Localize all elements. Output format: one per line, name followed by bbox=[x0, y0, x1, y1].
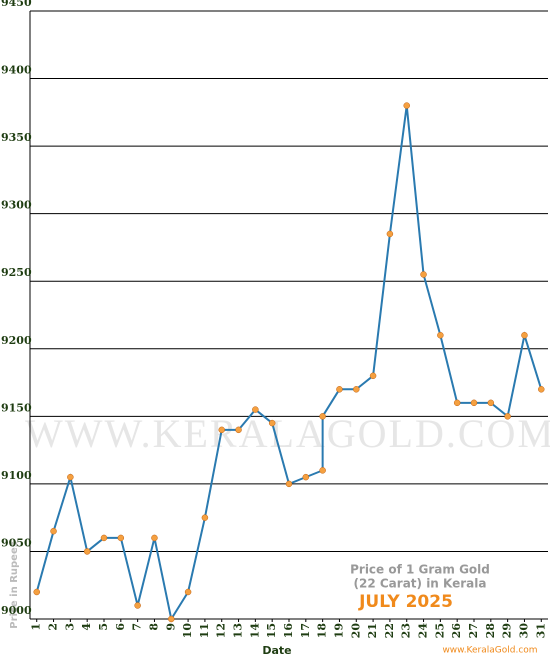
point bbox=[538, 386, 545, 393]
x-tick-label: 24 bbox=[417, 623, 430, 639]
point bbox=[67, 473, 74, 481]
y-axis-label: Price in Rupees bbox=[9, 541, 20, 628]
x-tick-label: 5 bbox=[97, 623, 110, 631]
point bbox=[369, 372, 377, 380]
x-tick-label: 18 bbox=[316, 623, 329, 639]
point bbox=[100, 534, 108, 542]
point bbox=[285, 480, 293, 488]
annotation: Price of 1 Gram Gold bbox=[350, 563, 490, 577]
point bbox=[184, 588, 192, 596]
point bbox=[151, 534, 158, 542]
point bbox=[168, 615, 175, 623]
annotation: (22 Carat) in Kerala bbox=[354, 577, 487, 591]
y-tick-label: 9300 bbox=[1, 199, 32, 212]
point bbox=[33, 588, 40, 596]
x-tick-label: 6 bbox=[114, 623, 127, 631]
x-tick-label: 14 bbox=[248, 623, 261, 639]
source: www.KeralaGold.com bbox=[442, 646, 537, 656]
y-tick-label: 9000 bbox=[1, 604, 32, 617]
x-tick-label: 21 bbox=[366, 623, 379, 638]
x-tick-label: 1 bbox=[30, 623, 43, 631]
point bbox=[134, 602, 141, 609]
point bbox=[268, 419, 276, 427]
y-tick-label: 9350 bbox=[1, 131, 32, 144]
y-tick-label: 9200 bbox=[1, 334, 32, 347]
x-tick-label: 16 bbox=[282, 623, 295, 639]
x-tick-label: 30 bbox=[517, 623, 530, 639]
y-tick-label: 9250 bbox=[1, 266, 32, 279]
x-tick-label: 13 bbox=[232, 623, 245, 638]
x-axis-label: Date bbox=[262, 644, 291, 657]
point bbox=[50, 527, 57, 535]
point bbox=[420, 271, 427, 278]
x-tick-label: 17 bbox=[299, 623, 312, 638]
annotation: JULY 2025 bbox=[358, 592, 453, 612]
y-tick-label: 9150 bbox=[1, 401, 32, 414]
y-tick-label: 9450 bbox=[1, 0, 32, 9]
point bbox=[117, 534, 125, 542]
point bbox=[353, 386, 360, 393]
point bbox=[235, 426, 242, 434]
x-tick-label: 15 bbox=[265, 623, 278, 638]
point bbox=[386, 230, 394, 238]
point bbox=[302, 473, 310, 481]
x-tick-label: 9 bbox=[164, 623, 177, 631]
point bbox=[201, 514, 209, 521]
x-tick-label: 12 bbox=[215, 623, 228, 638]
point bbox=[252, 406, 259, 413]
x-tick-label: 20 bbox=[349, 623, 362, 639]
point bbox=[437, 332, 444, 339]
x-tick-label: 22 bbox=[383, 623, 396, 638]
line bbox=[35, 105, 543, 622]
point bbox=[504, 413, 511, 420]
point bbox=[403, 102, 410, 109]
x-tick-label: 10 bbox=[181, 623, 194, 639]
x-tick-label: 25 bbox=[433, 623, 446, 638]
y-tick-label: 9050 bbox=[1, 536, 32, 549]
x-tick-label: 19 bbox=[332, 623, 345, 638]
x-tick-label: 11 bbox=[198, 623, 211, 638]
point bbox=[470, 399, 478, 407]
x-tick-label: 23 bbox=[400, 623, 413, 638]
x-tick-label: 3 bbox=[63, 623, 76, 631]
watermark: WWW.KERALAGOLD.COM bbox=[25, 411, 550, 456]
point bbox=[319, 413, 326, 420]
x-tick-label: 28 bbox=[484, 623, 497, 639]
x-tick-label: 8 bbox=[147, 623, 160, 631]
x-tick-label: 7 bbox=[131, 623, 144, 631]
point bbox=[218, 426, 225, 434]
point bbox=[336, 386, 343, 393]
x-tick-label: 2 bbox=[47, 623, 60, 631]
x-tick-label: 27 bbox=[467, 623, 480, 638]
x-tick-label: 29 bbox=[501, 623, 514, 638]
x-tick-label: 31 bbox=[534, 623, 547, 638]
point bbox=[453, 399, 461, 407]
point bbox=[319, 467, 326, 474]
y-tick-label: 9100 bbox=[1, 469, 32, 482]
point bbox=[487, 399, 495, 407]
point bbox=[83, 548, 91, 555]
point bbox=[521, 332, 528, 339]
x-tick-label: 26 bbox=[450, 623, 463, 639]
y-tick-label: 9400 bbox=[1, 64, 32, 77]
x-tick-label: 4 bbox=[80, 623, 93, 631]
